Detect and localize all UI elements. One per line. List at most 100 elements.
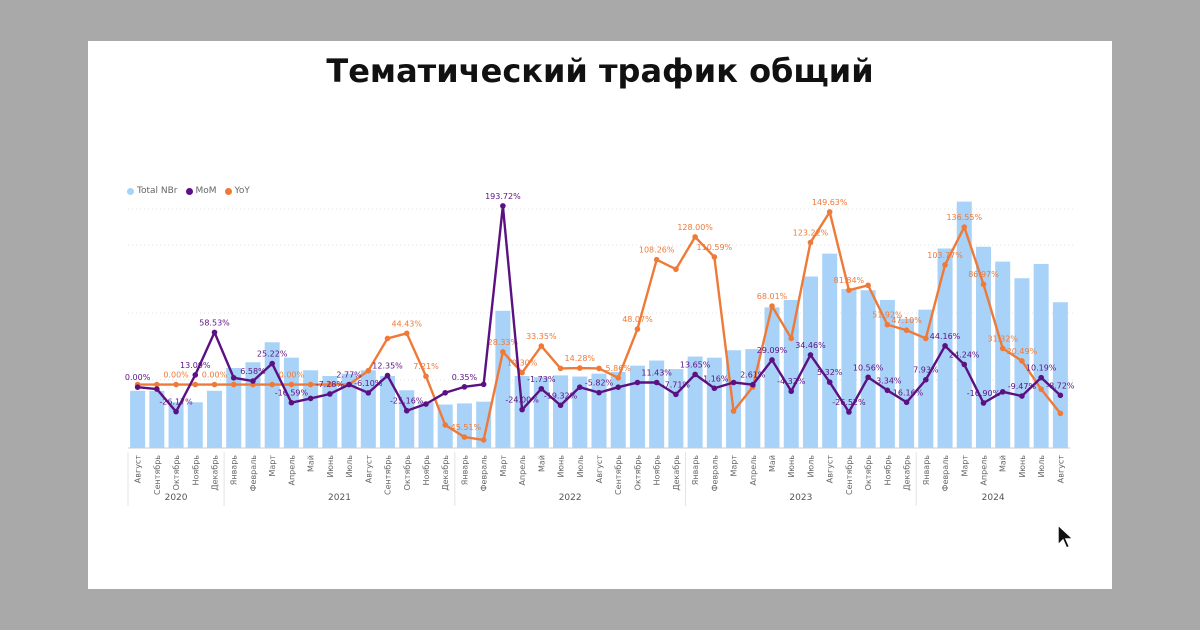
mom-data-label: 0.00% xyxy=(125,373,151,382)
x-tick-label: Апрель xyxy=(979,455,988,486)
mom-data-label: -6.10% xyxy=(354,379,383,388)
mom-data-label: 24.24% xyxy=(949,350,980,359)
mom-data-label: -1.73% xyxy=(527,375,556,384)
legend-item-mom[interactable]: MoM xyxy=(185,186,217,196)
mom-point xyxy=(327,391,333,397)
legend: Total NBr MoM YoY xyxy=(127,186,250,196)
yoy-data-label: 0.00% xyxy=(202,371,228,380)
year-label: 2022 xyxy=(559,493,582,503)
mom-point xyxy=(634,379,641,386)
mom-data-label: -7.28% xyxy=(316,380,345,389)
yoy-point xyxy=(884,321,891,328)
mom-point xyxy=(903,399,910,406)
mom-point xyxy=(173,408,179,415)
legend-item-total-nbr[interactable]: Total NBr xyxy=(127,186,178,196)
mom-data-label: -24.00% xyxy=(505,396,539,405)
yoy-data-label: -45.51% xyxy=(448,423,482,432)
mom-data-label: 11.43% xyxy=(641,368,672,377)
mom-point xyxy=(1057,392,1064,399)
yoy-data-label: 103.77% xyxy=(927,251,963,260)
mom-point xyxy=(596,389,602,396)
yoy-point xyxy=(576,365,583,371)
mom-point xyxy=(211,329,218,336)
legend-item-yoy[interactable]: YoY xyxy=(224,186,250,196)
x-tick-label: Декабрь xyxy=(903,455,912,491)
x-tick-label: Июнь xyxy=(1018,455,1027,478)
mom-point xyxy=(788,388,795,395)
mom-point xyxy=(557,402,564,409)
x-tick-label: Сентябрь xyxy=(384,455,393,495)
x-tick-label: Май xyxy=(768,455,777,472)
legend-label-yoy: YoY xyxy=(234,186,250,196)
mom-point xyxy=(307,395,314,402)
yoy-point xyxy=(442,422,449,428)
x-tick-label: Декабрь xyxy=(672,455,681,491)
bar xyxy=(226,367,242,448)
mom-data-label: 34.46% xyxy=(795,341,826,350)
x-tick-label: Май xyxy=(537,455,546,472)
bar xyxy=(764,307,780,448)
legend-label-total-nbr: Total NBr xyxy=(137,186,178,196)
mom-point xyxy=(884,387,891,394)
mom-point xyxy=(403,407,410,414)
yoy-data-label: 81.84% xyxy=(834,276,865,285)
bar xyxy=(822,253,838,448)
yoy-data-label: 136.55% xyxy=(946,213,982,222)
yoy-data-label: 7.21% xyxy=(413,362,439,371)
bar xyxy=(995,261,1011,448)
yoy-point xyxy=(692,234,698,240)
yoy-point xyxy=(384,335,391,342)
bar xyxy=(899,318,915,448)
bar xyxy=(860,290,876,448)
yoy-point xyxy=(500,349,506,355)
yoy-point xyxy=(961,224,968,230)
mom-data-label: 10.56% xyxy=(853,363,884,372)
mom-data-label: -26.52% xyxy=(832,398,866,407)
yoy-data-label: 31.32% xyxy=(987,334,1018,343)
mom-point xyxy=(653,379,660,386)
mom-point xyxy=(865,374,871,381)
mom-data-label: -8.72% xyxy=(1046,381,1075,390)
x-tick-label: Февраль xyxy=(710,455,719,492)
x-tick-label: Июнь xyxy=(557,455,566,478)
yoy-point xyxy=(461,434,468,440)
yoy-point xyxy=(423,373,429,380)
yoy-data-label: 128.00% xyxy=(677,223,713,232)
mom-data-label: -4.32% xyxy=(777,377,806,386)
yoy-point xyxy=(807,239,814,246)
yoy-point xyxy=(903,327,910,334)
yoy-point xyxy=(1038,386,1044,392)
mom-point xyxy=(980,400,987,406)
mom-point xyxy=(615,384,622,390)
yoy-data-label: 0.00% xyxy=(163,371,189,380)
mom-data-label: -16.90% xyxy=(967,389,1001,398)
mom-point xyxy=(1038,374,1044,381)
mom-point xyxy=(288,399,295,406)
bar xyxy=(1033,263,1049,448)
yoy-data-label: 110.59% xyxy=(697,243,733,252)
x-tick-label: Июль xyxy=(576,455,585,478)
mom-data-label: 7.93% xyxy=(913,366,939,375)
mom-point xyxy=(942,343,948,349)
mom-data-label: 25.22% xyxy=(257,350,288,359)
yoy-data-label: 48.07% xyxy=(622,315,653,324)
yoy-point xyxy=(403,330,410,337)
year-label: 2024 xyxy=(982,493,1005,503)
mom-data-label: 10.19% xyxy=(1026,364,1057,373)
x-tick-label: Октябрь xyxy=(172,455,181,491)
mom-point xyxy=(461,384,468,390)
yoy-data-label: 44.43% xyxy=(391,319,422,328)
mom-data-label: -9.47% xyxy=(1008,382,1037,391)
yoy-data-label: 14.28% xyxy=(565,354,596,363)
yoy-point xyxy=(327,381,333,388)
x-tick-label: Сентябрь xyxy=(153,455,162,495)
mom-point xyxy=(711,385,718,392)
mom-point xyxy=(576,384,583,390)
bar xyxy=(476,401,492,448)
x-tick-label: Июль xyxy=(345,455,354,478)
x-tick-label: Ноябрь xyxy=(653,455,662,486)
yoy-point xyxy=(519,369,525,376)
yoy-point xyxy=(288,381,295,388)
x-tick-label: Август xyxy=(595,455,604,484)
x-tick-label: Июнь xyxy=(787,455,796,478)
